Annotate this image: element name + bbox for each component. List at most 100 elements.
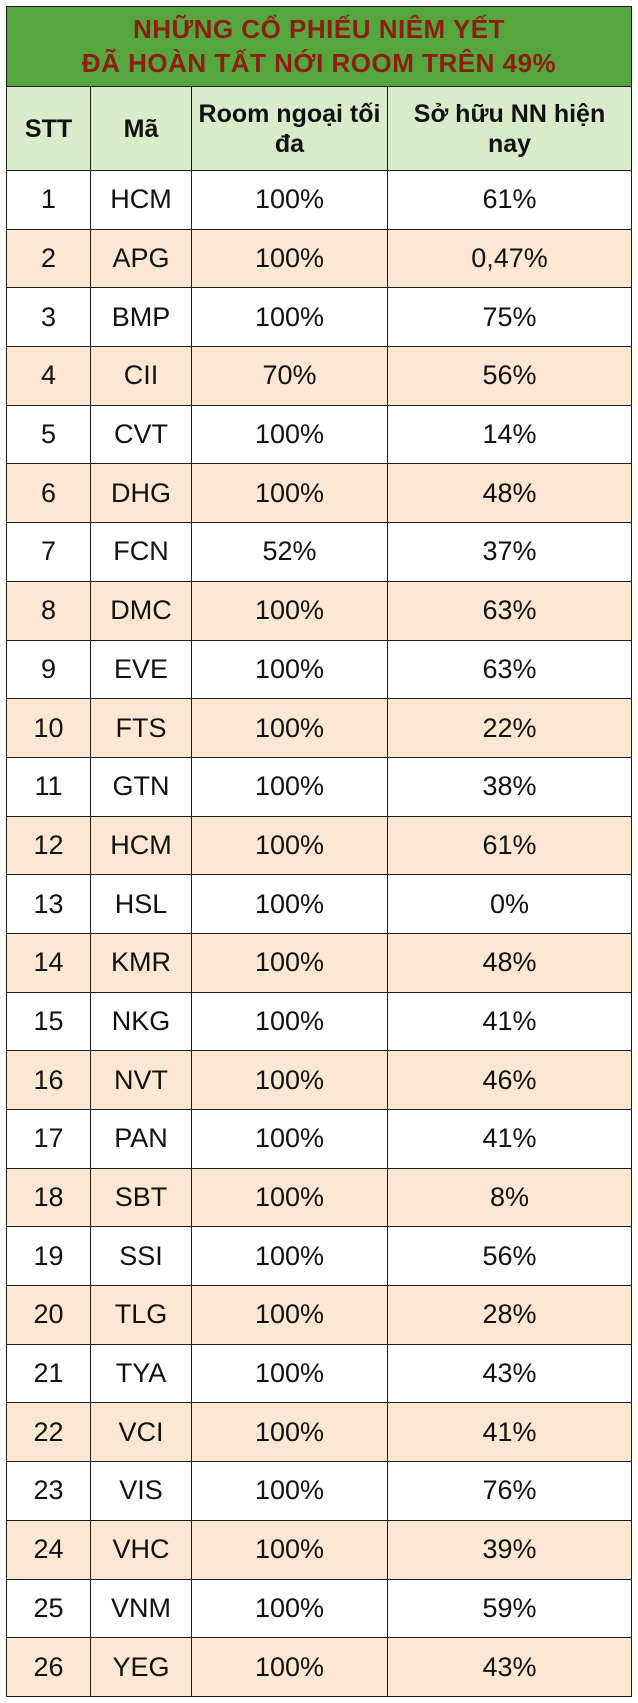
cell-ma: NVT [90, 1050, 192, 1110]
cell-ma: HCM [90, 815, 192, 876]
cell-stt: 12 [6, 815, 91, 876]
table-row: 25 VNM 100% 59% [6, 1578, 632, 1639]
cell-ma: VNM [90, 1578, 192, 1639]
cell-ma: BMP [90, 287, 192, 348]
cell-so-huu-nn: 14% [387, 404, 632, 465]
table-title-line1: NHỮNG CỔ PHIẾU NIÊM YẾT [132, 13, 506, 44]
cell-room-ngoai: 100% [191, 1050, 388, 1110]
cell-room-ngoai: 52% [191, 522, 388, 582]
cell-so-huu-nn: 41% [387, 991, 632, 1052]
cell-ma: TLG [90, 1285, 192, 1345]
cell-so-huu-nn: 43% [387, 1343, 632, 1404]
table-row: 1 HCM 100% 61% [6, 170, 632, 230]
cell-ma: VCI [90, 1402, 192, 1463]
cell-ma: GTN [90, 756, 192, 817]
table-row: 5 CVT 100% 14% [6, 404, 632, 465]
cell-stt: 10 [6, 698, 91, 758]
cell-room-ngoai: 100% [191, 1637, 388, 1697]
cell-room-ngoai: 100% [191, 756, 388, 817]
cell-stt: 24 [6, 1519, 91, 1580]
cell-stt: 8 [6, 580, 91, 641]
cell-so-huu-nn: 75% [387, 287, 632, 348]
cell-ma: SSI [90, 1226, 192, 1287]
table-row: 19 SSI 100% 56% [6, 1226, 632, 1287]
cell-ma: FTS [90, 698, 192, 758]
stock-room-table-figure: NHỮNG CỔ PHIẾU NIÊM YẾT ĐÃ HOÀN TẤT NỚI … [6, 6, 632, 1697]
cell-ma: VIS [90, 1461, 192, 1521]
cell-ma: EVE [90, 639, 192, 700]
cell-so-huu-nn: 56% [387, 346, 632, 406]
cell-room-ngoai: 100% [191, 1343, 388, 1404]
table-row: 17 PAN 100% 41% [6, 1109, 632, 1169]
cell-stt: 11 [6, 756, 91, 817]
col-header-ma: Mã [90, 86, 192, 171]
cell-so-huu-nn: 38% [387, 756, 632, 817]
cell-so-huu-nn: 37% [387, 522, 632, 582]
cell-ma: TYA [90, 1343, 192, 1404]
cell-room-ngoai: 100% [191, 1578, 388, 1639]
table-row: 15 NKG 100% 41% [6, 991, 632, 1052]
table-row: 4 CII 70% 56% [6, 346, 632, 406]
cell-ma: HSL [90, 874, 192, 934]
table-row: 2 APG 100% 0,47% [6, 228, 632, 289]
cell-room-ngoai: 100% [191, 463, 388, 524]
cell-stt: 26 [6, 1637, 91, 1697]
cell-room-ngoai: 70% [191, 346, 388, 406]
cell-so-huu-nn: 46% [387, 1050, 632, 1110]
cell-stt: 1 [6, 170, 91, 230]
cell-so-huu-nn: 61% [387, 170, 632, 230]
cell-so-huu-nn: 61% [387, 815, 632, 876]
cell-so-huu-nn: 76% [387, 1461, 632, 1521]
cell-ma: DMC [90, 580, 192, 641]
cell-stt: 22 [6, 1402, 91, 1463]
cell-room-ngoai: 100% [191, 1461, 388, 1521]
table-title: NHỮNG CỔ PHIẾU NIÊM YẾT ĐÃ HOÀN TẤT NỚI … [6, 6, 632, 87]
cell-so-huu-nn: 48% [387, 932, 632, 993]
cell-room-ngoai: 100% [191, 287, 388, 348]
table-row: 16 NVT 100% 46% [6, 1050, 632, 1110]
cell-stt: 9 [6, 639, 91, 700]
cell-room-ngoai: 100% [191, 874, 388, 934]
cell-stt: 2 [6, 228, 91, 289]
table-row: 8 DMC 100% 63% [6, 580, 632, 641]
cell-so-huu-nn: 56% [387, 1226, 632, 1287]
cell-so-huu-nn: 39% [387, 1519, 632, 1580]
cell-stt: 20 [6, 1285, 91, 1345]
cell-room-ngoai: 100% [191, 1285, 388, 1345]
cell-room-ngoai: 100% [191, 228, 388, 289]
cell-so-huu-nn: 0,47% [387, 228, 632, 289]
table-row: 12 HCM 100% 61% [6, 815, 632, 876]
table-row: 20 TLG 100% 28% [6, 1285, 632, 1345]
cell-ma: APG [90, 228, 192, 289]
cell-stt: 4 [6, 346, 91, 406]
cell-ma: DHG [90, 463, 192, 524]
cell-room-ngoai: 100% [191, 1226, 388, 1287]
col-header-stt: STT [6, 86, 91, 171]
cell-ma: KMR [90, 932, 192, 993]
table-row: 18 SBT 100% 8% [6, 1167, 632, 1228]
title-banner: NHỮNG CỔ PHIẾU NIÊM YẾT ĐÃ HOÀN TẤT NỚI … [6, 6, 632, 87]
cell-so-huu-nn: 41% [387, 1402, 632, 1463]
table-row: 24 VHC 100% 39% [6, 1519, 632, 1580]
cell-stt: 7 [6, 522, 91, 582]
table-row: 9 EVE 100% 63% [6, 639, 632, 700]
column-header-row: STT Mã Room ngoại tối đa Sở hữu NN hiện … [6, 86, 632, 171]
table-row: 13 HSL 100% 0% [6, 874, 632, 934]
cell-ma: FCN [90, 522, 192, 582]
cell-stt: 13 [6, 874, 91, 934]
cell-stt: 18 [6, 1167, 91, 1228]
cell-ma: VHC [90, 1519, 192, 1580]
cell-room-ngoai: 100% [191, 1402, 388, 1463]
cell-ma: PAN [90, 1109, 192, 1169]
cell-stt: 21 [6, 1343, 91, 1404]
cell-room-ngoai: 100% [191, 639, 388, 700]
table-row: 3 BMP 100% 75% [6, 287, 632, 348]
cell-so-huu-nn: 59% [387, 1578, 632, 1639]
cell-stt: 14 [6, 932, 91, 993]
cell-room-ngoai: 100% [191, 1519, 388, 1580]
cell-room-ngoai: 100% [191, 815, 388, 876]
cell-stt: 3 [6, 287, 91, 348]
cell-so-huu-nn: 0% [387, 874, 632, 934]
cell-stt: 23 [6, 1461, 91, 1521]
cell-room-ngoai: 100% [191, 932, 388, 993]
